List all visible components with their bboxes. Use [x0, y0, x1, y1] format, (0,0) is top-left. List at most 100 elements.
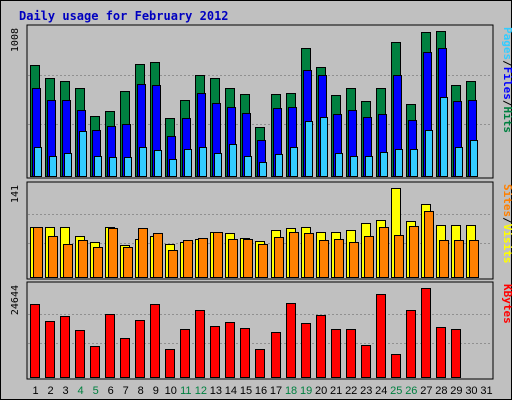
legend-top: Pages/Files/Hits — [501, 27, 512, 133]
bar-pages-day-26 — [410, 149, 418, 177]
bar-pages-day-4 — [79, 131, 87, 177]
x-tick-day-24: 24 — [375, 385, 387, 397]
bar-sites-day-2 — [48, 236, 58, 278]
x-tick-day-11: 11 — [180, 385, 191, 397]
x-tick-day-3: 3 — [63, 385, 69, 397]
bar-sites-day-24 — [379, 227, 389, 278]
bar-pages-day-24 — [380, 152, 388, 177]
bar-sites-day-3 — [63, 244, 73, 278]
bar-sites-day-18 — [289, 232, 299, 278]
x-tick-day-4: 4 — [78, 385, 84, 397]
x-tick-day-1: 1 — [32, 385, 38, 397]
bar-kbytes-day-26 — [406, 310, 416, 378]
bar-sites-day-10 — [168, 250, 178, 278]
bar-kbytes-day-22 — [346, 329, 356, 378]
x-tick-day-12: 12 — [195, 385, 207, 397]
legend-visits: Visits — [501, 224, 512, 264]
bar-sites-day-22 — [349, 242, 359, 278]
bar-sites-day-30 — [469, 240, 479, 278]
legend-hits: Hits — [501, 107, 512, 134]
bar-pages-day-18 — [290, 147, 298, 177]
legend-separator: / — [501, 60, 512, 67]
x-tick-day-13: 13 — [210, 385, 222, 397]
bar-pages-day-15 — [244, 156, 252, 177]
bar-kbytes-day-17 — [271, 332, 281, 378]
bar-pages-day-7 — [124, 157, 132, 177]
bar-sites-day-6 — [108, 228, 118, 278]
bar-sites-day-12 — [198, 238, 208, 278]
bar-pages-day-19 — [305, 121, 313, 177]
bar-sites-day-11 — [183, 240, 193, 278]
bar-kbytes-day-5 — [90, 346, 100, 378]
bar-kbytes-day-8 — [135, 320, 145, 378]
bar-kbytes-day-28 — [436, 327, 446, 378]
bar-sites-day-15 — [243, 239, 253, 278]
x-tick-day-31: 31 — [480, 385, 492, 397]
bar-kbytes-day-1 — [30, 304, 40, 378]
bar-kbytes-day-14 — [225, 322, 235, 378]
x-tick-day-25: 25 — [390, 385, 402, 397]
x-tick-day-6: 6 — [108, 385, 114, 397]
bar-sites-day-5 — [93, 247, 103, 278]
bar-pages-day-2 — [49, 156, 57, 177]
legend-kbytes: KBytes — [501, 284, 512, 324]
x-tick-day-29: 29 — [450, 385, 462, 397]
bar-pages-day-12 — [199, 147, 207, 177]
x-tick-day-10: 10 — [165, 385, 177, 397]
x-tick-day-21: 21 — [330, 385, 342, 397]
bar-sites-day-26 — [409, 226, 419, 278]
x-tick-day-30: 30 — [465, 385, 477, 397]
bar-pages-day-3 — [64, 153, 72, 177]
bar-pages-day-25 — [395, 149, 403, 177]
bar-pages-day-9 — [154, 150, 162, 177]
bar-kbytes-day-13 — [210, 326, 220, 378]
bar-pages-day-20 — [320, 117, 328, 177]
bar-sites-day-29 — [454, 240, 464, 278]
bar-kbytes-day-18 — [286, 303, 296, 378]
legend-middle: Sites/Visits — [501, 184, 512, 264]
bar-sites-day-27 — [424, 211, 434, 278]
bar-kbytes-day-23 — [361, 345, 371, 378]
legend-separator: / — [501, 217, 512, 224]
bar-kbytes-day-15 — [240, 328, 250, 378]
bar-kbytes-day-12 — [195, 310, 205, 378]
bar-sites-day-19 — [304, 233, 314, 278]
bar-kbytes-day-9 — [150, 304, 160, 378]
bar-pages-day-8 — [139, 147, 147, 177]
bar-kbytes-day-20 — [316, 315, 326, 378]
bar-sites-day-13 — [213, 232, 223, 278]
x-tick-day-19: 19 — [300, 385, 312, 397]
bar-kbytes-day-24 — [376, 294, 386, 378]
x-tick-day-28: 28 — [435, 385, 447, 397]
bar-pages-day-6 — [109, 157, 117, 177]
x-tick-day-7: 7 — [123, 385, 129, 397]
y-axis-max-top: 1008 — [10, 28, 21, 52]
bar-pages-day-16 — [259, 162, 267, 177]
bar-kbytes-day-6 — [105, 314, 115, 378]
x-tick-day-2: 2 — [47, 385, 53, 397]
bar-sites-day-14 — [228, 239, 238, 278]
bar-kbytes-day-25 — [391, 354, 401, 378]
bar-sites-day-1 — [33, 227, 43, 278]
bar-kbytes-day-21 — [331, 329, 341, 378]
bar-pages-day-28 — [440, 97, 448, 177]
bar-pages-day-1 — [34, 147, 42, 177]
y-axis-max-bottom: 24644 — [10, 285, 21, 315]
bar-pages-day-29 — [455, 147, 463, 177]
bar-kbytes-day-10 — [165, 349, 175, 378]
bar-kbytes-day-11 — [180, 329, 190, 378]
bar-pages-day-11 — [184, 149, 192, 177]
x-tick-day-16: 16 — [255, 385, 267, 397]
x-tick-day-15: 15 — [240, 385, 252, 397]
x-tick-day-5: 5 — [93, 385, 99, 397]
bar-kbytes-day-29 — [451, 329, 461, 378]
bar-kbytes-day-3 — [60, 316, 70, 378]
bar-sites-day-8 — [138, 228, 148, 278]
bar-kbytes-day-4 — [75, 330, 85, 378]
bar-kbytes-day-27 — [421, 288, 431, 378]
bar-pages-day-14 — [229, 144, 237, 177]
bar-pages-day-23 — [365, 156, 373, 177]
chart-title: Daily usage for February 2012 — [19, 9, 229, 23]
